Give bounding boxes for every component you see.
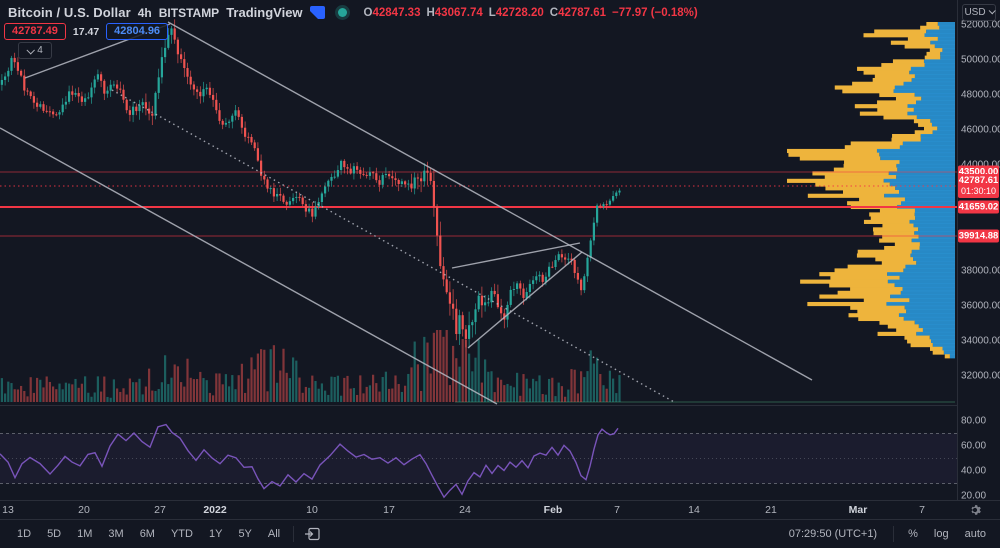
time-axis-label[interactable]: Mar bbox=[848, 504, 868, 516]
time-axis-label[interactable]: Feb bbox=[543, 504, 563, 516]
current-price-label[interactable]: 42787.61 01:30:10 bbox=[958, 174, 999, 198]
auto-scale-button[interactable]: auto bbox=[964, 528, 986, 540]
collapse-indicators-button[interactable]: 4 bbox=[18, 42, 52, 59]
symbol-title[interactable]: Bitcoin / U.S. Dollar bbox=[8, 5, 131, 20]
time-axis-label[interactable]: 7 bbox=[919, 504, 925, 516]
range-button-3m[interactable]: 3M bbox=[108, 528, 124, 540]
toolbar-divider bbox=[293, 526, 295, 542]
spread-value: 17.47 bbox=[72, 25, 100, 38]
rsi-axis-label: 20.00 bbox=[961, 490, 987, 502]
range-button-1y[interactable]: 1Y bbox=[208, 528, 223, 540]
go-to-date-button[interactable] bbox=[300, 525, 324, 543]
bid-ask-row: 42787.49 17.47 42804.96 bbox=[4, 23, 169, 40]
high-value: 43067.74 bbox=[434, 6, 483, 19]
open-key: O bbox=[363, 6, 373, 19]
ask-price-badge[interactable]: 42804.96 bbox=[106, 23, 169, 40]
log-scale-button[interactable]: log bbox=[933, 528, 949, 540]
time-axis-label[interactable]: 21 bbox=[765, 504, 777, 516]
session-clock[interactable]: 07:29:50 (UTC+1) bbox=[788, 528, 878, 540]
range-button-1m[interactable]: 1M bbox=[77, 528, 93, 540]
low-key: L bbox=[488, 6, 496, 19]
chevron-down-icon bbox=[26, 45, 36, 55]
time-axis-label[interactable]: 7 bbox=[614, 504, 620, 516]
date-range-switcher: 1D 5D 1M 3M 6M YTD 1Y 5Y All bbox=[10, 525, 287, 543]
high-key: H bbox=[426, 6, 435, 19]
time-axis-label[interactable]: 2022 bbox=[203, 504, 227, 516]
range-button-all[interactable]: All bbox=[267, 528, 281, 540]
change-value: −77.97 (−0.18%) bbox=[612, 6, 698, 19]
currency-selector[interactable]: USD bbox=[962, 4, 996, 21]
time-axis-label[interactable]: 14 bbox=[688, 504, 700, 516]
close-key: C bbox=[549, 6, 559, 19]
ohlc-readout: O42847.33 H43067.74 L42728.20 C42787.61 … bbox=[364, 7, 698, 19]
bottom-toolbar: 1D 5D 1M 3M 6M YTD 1Y 5Y All 07:29:50 (UTC+1) % … bbox=[0, 519, 1000, 548]
price-axis-label: 52000.00 bbox=[961, 19, 1000, 31]
low-value: 42728.20 bbox=[495, 6, 544, 19]
collapsed-count: 4 bbox=[37, 45, 43, 56]
bar-countdown: 01:30:10 bbox=[960, 186, 997, 196]
range-button-ytd[interactable]: YTD bbox=[170, 528, 193, 540]
time-axis-label[interactable]: 20 bbox=[78, 504, 90, 516]
rsi-axis-label: 60.00 bbox=[961, 440, 987, 452]
price-level-label[interactable]: 39914.88 bbox=[958, 229, 999, 243]
price-axis-label: 32000.00 bbox=[961, 370, 1000, 382]
range-button-1d[interactable]: 1D bbox=[17, 528, 32, 540]
rsi-axis-label: 40.00 bbox=[961, 465, 987, 477]
tradingview-logo-icon bbox=[309, 6, 325, 19]
go-to-date-icon bbox=[304, 527, 320, 541]
price-axis-label: 44000.00 bbox=[961, 160, 1000, 171]
range-button-6m[interactable]: 6M bbox=[139, 528, 155, 540]
time-axis-label[interactable]: 10 bbox=[306, 504, 318, 516]
currency-label: USD bbox=[964, 7, 986, 18]
bid-price-badge[interactable]: 42787.49 bbox=[4, 23, 66, 40]
range-button-5d[interactable]: 5D bbox=[47, 528, 62, 540]
exchange-label: BITSTAMP bbox=[158, 5, 220, 20]
percent-scale-button[interactable]: % bbox=[908, 528, 918, 540]
chart-header: Bitcoin / U.S. Dollar 4h BITSTAMP Tradin… bbox=[8, 5, 698, 20]
time-axis-label[interactable]: 24 bbox=[459, 504, 471, 516]
price-axis-label: 46000.00 bbox=[961, 124, 1000, 136]
close-value: 42787.61 bbox=[558, 6, 607, 19]
time-axis[interactable]: 13 20 27 2022 10 17 24 Feb 7 14 21 Mar 7 bbox=[0, 500, 1000, 519]
current-price-value: 42787.61 bbox=[958, 175, 999, 186]
axis-settings-gear-icon[interactable] bbox=[968, 503, 982, 517]
open-value: 42847.33 bbox=[372, 6, 421, 19]
time-axis-label[interactable]: 17 bbox=[383, 504, 395, 516]
brand-label: TradingView bbox=[226, 5, 303, 20]
time-axis-label[interactable]: 13 bbox=[2, 504, 14, 516]
interval-label[interactable]: 4h bbox=[137, 5, 152, 20]
rsi-axis-label: 80.00 bbox=[961, 415, 987, 427]
price-axis-label: 48000.00 bbox=[961, 89, 1000, 101]
toolbar-divider bbox=[893, 526, 895, 542]
toolbar-right-group: 07:29:50 (UTC+1) % log auto bbox=[779, 525, 994, 543]
chevron-down-icon bbox=[988, 7, 996, 15]
price-axis-label: 36000.00 bbox=[961, 300, 1000, 312]
price-axis-label: 34000.00 bbox=[961, 335, 1000, 347]
market-open-status-icon bbox=[337, 8, 347, 17]
price-level-label[interactable]: 41659.02 bbox=[958, 200, 999, 214]
range-button-5y[interactable]: 5Y bbox=[238, 528, 252, 540]
price-axis-label: 38000.00 bbox=[961, 265, 1000, 277]
price-axis-label: 50000.00 bbox=[961, 54, 1000, 66]
time-axis-label[interactable]: 27 bbox=[154, 504, 166, 516]
price-axis[interactable] bbox=[957, 0, 1000, 500]
